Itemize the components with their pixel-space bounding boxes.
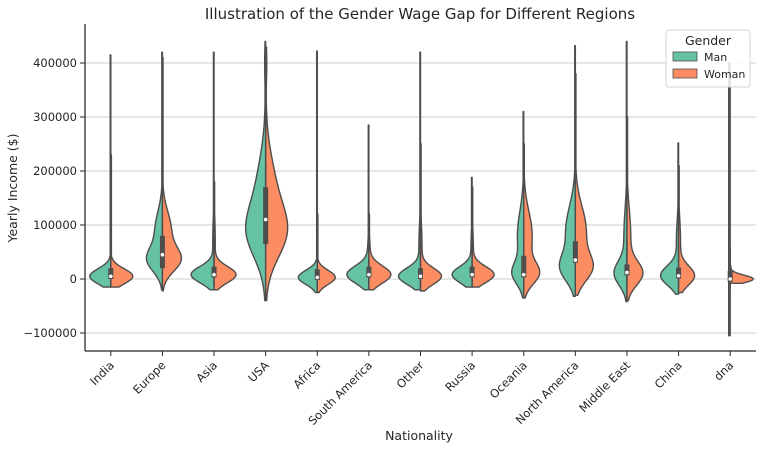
violin-north-america xyxy=(558,45,595,297)
median-marker xyxy=(315,275,320,280)
violin-half-woman xyxy=(471,186,495,288)
violin-half-woman xyxy=(677,164,696,294)
violin-half-woman xyxy=(626,116,644,302)
iqr-box xyxy=(314,269,320,281)
violin-half-woman xyxy=(523,143,541,299)
iqr-box xyxy=(676,267,682,279)
violin-other xyxy=(397,51,443,292)
iqr-box xyxy=(366,266,372,278)
violin-china xyxy=(659,142,696,295)
iqr-box xyxy=(469,266,475,278)
median-marker xyxy=(470,272,474,277)
violin-russia xyxy=(451,176,495,288)
median-marker xyxy=(728,277,732,281)
violin-half-woman xyxy=(574,73,595,296)
y-tick-label: 300000 xyxy=(33,110,77,124)
iqr-box xyxy=(418,268,423,279)
median-marker xyxy=(676,273,681,278)
violin-dna xyxy=(727,62,754,337)
median-marker xyxy=(521,272,526,277)
median-marker xyxy=(418,274,423,279)
iqr-box xyxy=(263,187,269,244)
median-marker xyxy=(263,217,268,222)
legend-swatch-woman xyxy=(672,68,698,79)
legend-swatch-man xyxy=(672,51,698,62)
legend-label-woman: Woman xyxy=(704,68,745,81)
violin-half-man xyxy=(727,62,731,337)
violin-half-woman xyxy=(161,56,183,292)
iqr-box xyxy=(211,266,217,278)
y-tick-label: 100000 xyxy=(33,218,77,232)
violin-half-woman xyxy=(729,264,754,285)
violin-half-woman xyxy=(213,181,237,291)
violin-africa xyxy=(297,50,336,294)
y-ticks: −100000 0 100000 200000 300000 400000 xyxy=(23,56,85,340)
median-marker xyxy=(212,272,216,277)
iqr-box xyxy=(521,255,527,278)
violin-south-america xyxy=(346,124,392,291)
iqr-box xyxy=(108,268,114,279)
violin-half-man xyxy=(511,110,525,299)
violins xyxy=(89,40,754,337)
legend-title: Gender xyxy=(685,33,732,48)
violin-half-woman xyxy=(368,213,392,291)
median-marker xyxy=(160,252,165,257)
violin-middle-east xyxy=(613,40,644,303)
y-tick-label: −100000 xyxy=(23,326,77,340)
y-axis-title: Yearly Income ($) xyxy=(5,134,20,244)
y-tick-label: 200000 xyxy=(33,164,77,178)
violin-asia xyxy=(190,51,237,291)
violin-india xyxy=(89,54,134,288)
median-marker xyxy=(367,272,371,277)
violin-half-man xyxy=(190,51,215,291)
violin-half-woman xyxy=(264,46,289,302)
median-marker xyxy=(573,258,578,262)
violin-usa xyxy=(244,40,289,302)
iqr-box xyxy=(159,235,165,269)
violin-europe xyxy=(145,51,183,292)
iqr-box xyxy=(572,241,578,263)
iqr-box xyxy=(624,264,630,276)
legend: Gender Man Woman xyxy=(665,29,751,88)
violin-oceania xyxy=(511,110,541,299)
y-tick-label: 400000 xyxy=(33,56,77,70)
iqr-box xyxy=(727,270,733,282)
chart-title: Illustration of the Gender Wage Gap for … xyxy=(205,5,635,23)
median-marker xyxy=(625,270,629,275)
x-axis-title: Nationality xyxy=(385,428,453,443)
median-marker xyxy=(109,274,113,279)
legend-label-man: Man xyxy=(704,51,727,64)
y-tick-label: 0 xyxy=(70,272,77,286)
